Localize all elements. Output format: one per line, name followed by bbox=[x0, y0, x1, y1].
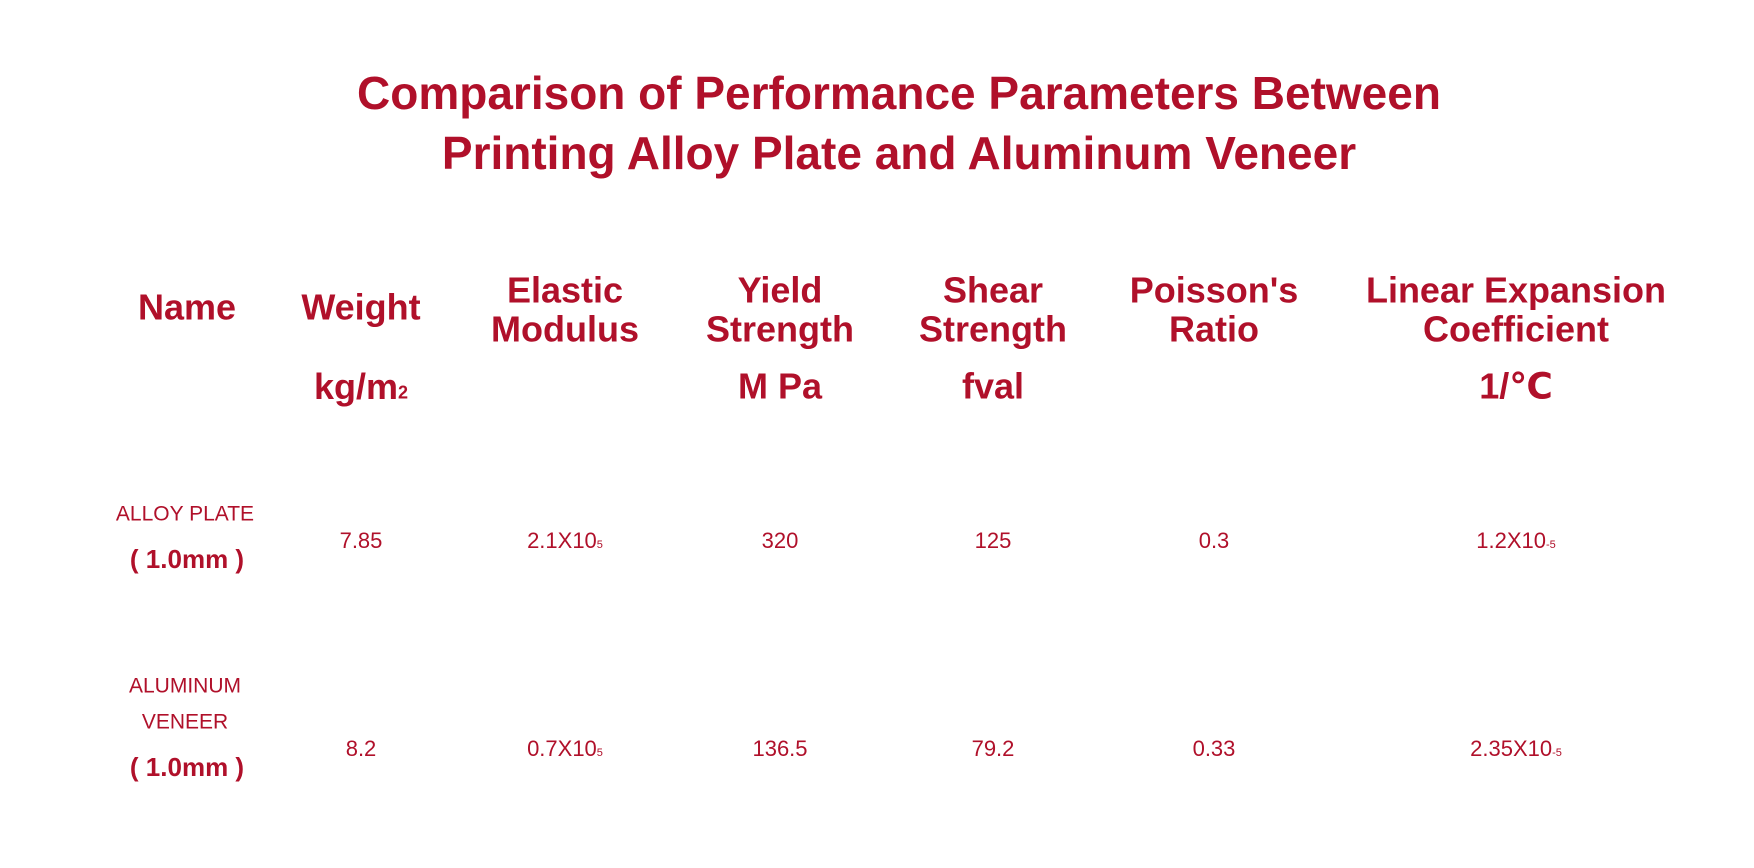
cell-value: 0.7X105 bbox=[527, 736, 603, 761]
column-header: Strength bbox=[706, 309, 854, 350]
row-name: ALLOY PLATE bbox=[116, 503, 254, 526]
row-size: ( 1.0mm ) bbox=[130, 544, 244, 574]
column-header: Weight bbox=[301, 287, 420, 328]
cell-value-base: 2.35X10 bbox=[1470, 736, 1552, 761]
row-name: ALUMINUM bbox=[129, 675, 241, 698]
cell-value: 2.35X10-5 bbox=[1470, 736, 1562, 761]
cell-value: 79.2 bbox=[972, 736, 1015, 761]
column-unit-exponent: 2 bbox=[398, 382, 408, 402]
cell-value-base: 0.7X10 bbox=[527, 736, 597, 761]
title-line: Printing Alloy Plate and Aluminum Veneer bbox=[442, 127, 1356, 179]
cell-value: 7.85 bbox=[340, 528, 383, 553]
column-header: Poisson's bbox=[1130, 270, 1299, 311]
cell-value: 320 bbox=[762, 528, 799, 553]
cell-value: 2.1X105 bbox=[527, 528, 603, 553]
row-name: VENEER bbox=[142, 711, 228, 734]
cell-value: 0.33 bbox=[1193, 736, 1236, 761]
cell-value-exponent: 5 bbox=[597, 539, 603, 551]
column-header: Strength bbox=[919, 309, 1067, 350]
cell-value: 136.5 bbox=[752, 736, 807, 761]
column-unit: 1/℃ bbox=[1479, 366, 1553, 407]
cell-value: 1.2X10-5 bbox=[1476, 528, 1556, 553]
cell-value-base: 1.2X10 bbox=[1476, 528, 1546, 553]
column-header: Shear bbox=[943, 270, 1043, 311]
cell-value: 0.3 bbox=[1199, 528, 1230, 553]
column-unit: kg/m2 bbox=[314, 366, 408, 407]
cell-value-exponent: -5 bbox=[1552, 747, 1562, 759]
cell-value: 125 bbox=[975, 528, 1012, 553]
cell-value-base: 2.1X10 bbox=[527, 528, 597, 553]
column-header: Yield bbox=[738, 270, 823, 311]
column-header: Ratio bbox=[1169, 309, 1259, 350]
title-line: Comparison of Performance Parameters Bet… bbox=[357, 67, 1441, 119]
row-size: ( 1.0mm ) bbox=[130, 752, 244, 782]
cell-value-exponent: 5 bbox=[597, 747, 603, 759]
column-unit: fval bbox=[962, 366, 1024, 407]
column-header: Coefficient bbox=[1423, 309, 1609, 350]
cell-value-exponent: -5 bbox=[1546, 539, 1556, 551]
column-header: Name bbox=[138, 287, 236, 328]
column-header: Linear Expansion bbox=[1366, 270, 1666, 311]
column-header: Elastic bbox=[507, 270, 623, 311]
cell-value: 8.2 bbox=[346, 736, 377, 761]
column-unit: M Pa bbox=[738, 366, 823, 407]
column-unit-base: kg/m bbox=[314, 366, 398, 407]
column-header: Modulus bbox=[491, 309, 639, 350]
